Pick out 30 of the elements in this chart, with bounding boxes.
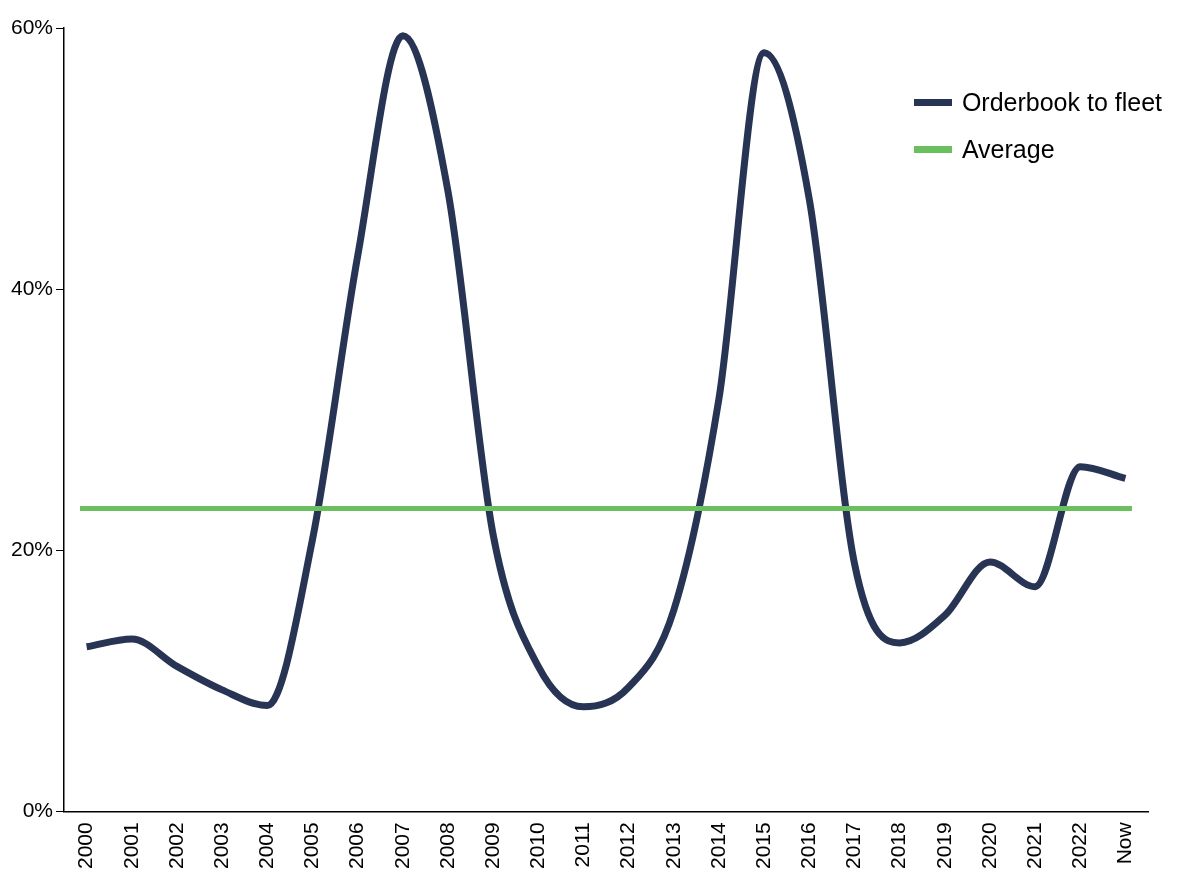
y-tick-label: 20%	[11, 536, 54, 560]
x-tick-label: 2017	[841, 822, 865, 869]
x-tick-label: 2022	[1067, 822, 1091, 869]
x-tick-label: 2007	[389, 822, 413, 869]
x-tick-label: 2019	[931, 822, 955, 869]
legend-label: Average	[961, 135, 1055, 164]
x-tick-label: 2014	[705, 821, 729, 869]
x-tick-label: 2015	[750, 822, 774, 869]
y-tick-label: 0%	[22, 798, 54, 822]
x-tick-label: 2004	[254, 821, 278, 869]
x-tick-label: 2011	[570, 822, 594, 868]
x-tick-label: 2016	[796, 822, 820, 869]
x-tick-label: 2002	[163, 822, 187, 869]
x-tick-label: 2012	[615, 822, 639, 869]
x-tick-label: 2003	[208, 822, 232, 869]
x-tick-label: 2008	[434, 822, 458, 869]
x-tick-label: 2020	[976, 822, 1000, 869]
x-tick-label: 2010	[525, 822, 549, 869]
y-tick-label: 60%	[11, 14, 54, 38]
y-tick-label: 40%	[11, 275, 54, 299]
x-tick-label: 2018	[886, 822, 910, 869]
x-tick-label: 2000	[73, 822, 97, 869]
x-tick-label: 2006	[344, 822, 368, 869]
x-tick-label: 2021	[1021, 822, 1045, 869]
x-tick-label: 2013	[660, 822, 684, 869]
x-tick-label: 2009	[479, 822, 503, 869]
x-tick-label: 2005	[299, 822, 323, 869]
x-tick-label: Now	[1112, 821, 1136, 865]
x-tick-label: 2001	[118, 822, 142, 869]
legend-label: Orderbook to fleet	[961, 88, 1162, 117]
